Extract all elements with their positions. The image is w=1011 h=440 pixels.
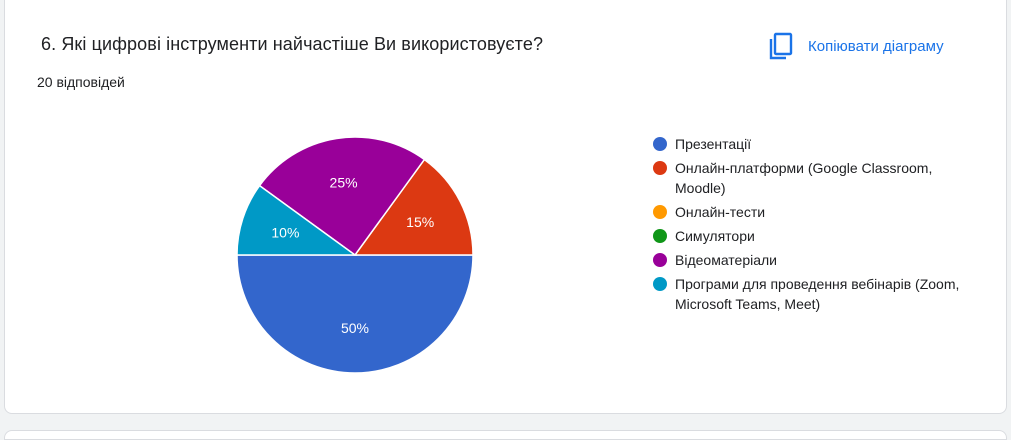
legend-item[interactable]: Симулятори [653,226,973,246]
pie-slice[interactable] [258,136,426,257]
legend-swatch-icon [653,277,667,291]
legend-swatch-icon [653,137,667,151]
slice-label: 50% [341,320,369,336]
copy-chart-label: Копіювати діаграму [808,37,944,55]
legend-label: Презентації [675,136,752,152]
legend-item[interactable]: Програми для проведення вебінарів (Zoom,… [653,274,973,314]
chart-legend: Презентації Онлайн-платформи (Google Clas… [653,134,973,318]
legend-item[interactable]: Відеоматеріали [653,250,973,270]
pie-chart: 50% 15% 25% 10% [236,136,474,374]
slice-label: 25% [330,175,358,191]
legend-item[interactable]: Онлайн-тести [653,202,973,222]
response-count: 20 відповідей [37,74,125,90]
legend-label: Симулятори [675,228,755,244]
legend-swatch-icon [653,161,667,175]
next-card-edge [4,430,1007,440]
legend-swatch-icon [653,253,667,267]
slice-label: 15% [406,214,434,230]
pie-slice[interactable] [353,158,474,256]
question-card: 6. Які цифрові інструменти найчастіше Ви… [4,0,1007,414]
legend-label: Онлайн-тести [675,204,766,220]
legend-label: Відеоматеріали [675,252,778,268]
legend-label: Програми для проведення вебінарів (Zoom,… [675,276,960,312]
legend-item[interactable]: Презентації [653,134,973,154]
legend-swatch-icon [653,205,667,219]
slice-label: 10% [271,224,299,240]
copy-icon [769,32,793,60]
pie-slice[interactable] [236,184,358,256]
legend-label: Онлайн-платформи (Google Classroom, Mood… [675,160,933,196]
copy-chart-button[interactable]: Копіювати діаграму [762,28,950,64]
legend-item[interactable]: Онлайн-платформи (Google Classroom, Mood… [653,158,973,198]
question-title: 6. Які цифрові інструменти найчастіше Ви… [41,34,544,54]
legend-swatch-icon [653,229,667,243]
pie-slice[interactable] [236,254,474,374]
